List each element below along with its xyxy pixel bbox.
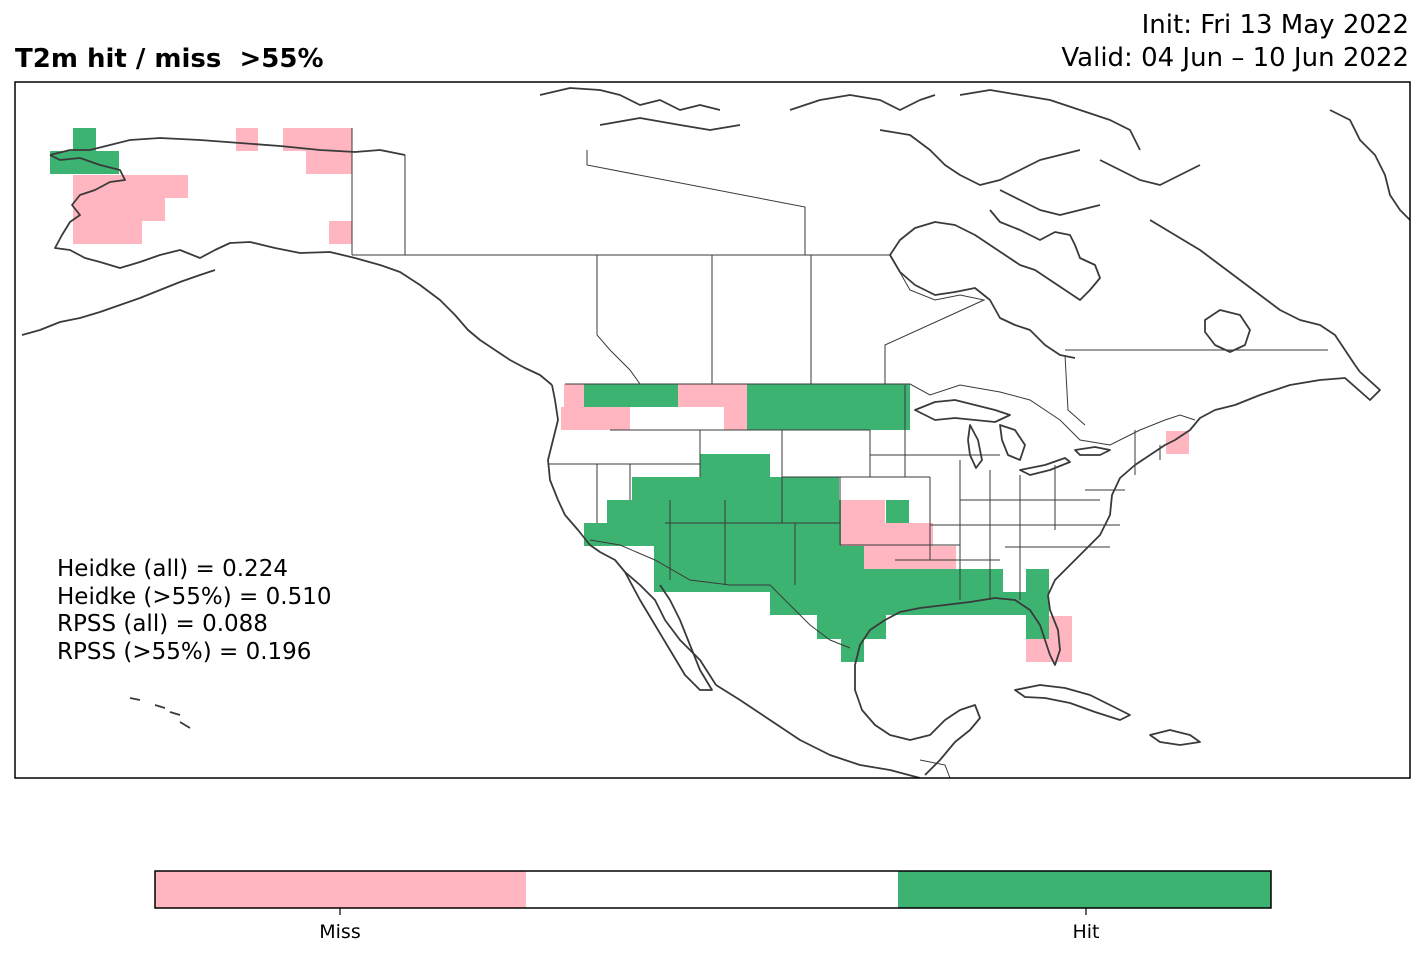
valid-period: Valid: 04 Jun – 10 Jun 2022 — [1061, 43, 1409, 73]
miss-cell — [561, 407, 630, 430]
miss-cell — [283, 128, 352, 151]
canada-provinces — [352, 150, 1328, 426]
baja-coast — [624, 571, 713, 691]
alaska-coast — [49, 154, 553, 386]
verification-scores: Heidke (all) = 0.224 Heidke (>55%) = 0.5… — [57, 556, 331, 666]
mexico-states — [919, 759, 951, 778]
hit-cell — [584, 384, 678, 407]
us-canada-border — [565, 383, 1196, 446]
hit-cell — [841, 639, 864, 662]
labrador-coast — [1149, 219, 1361, 373]
aleutian-islands — [21, 269, 216, 336]
arctic-islands — [599, 117, 741, 131]
hit-cell — [584, 523, 841, 546]
gulf-coast — [854, 597, 1046, 776]
colorbar-hit-label: Hit — [1072, 921, 1100, 943]
colorbar-neutral-segment — [526, 871, 898, 908]
miss-cells — [73, 128, 1189, 662]
florida-coast — [1044, 594, 1061, 666]
arctic-islands — [879, 129, 1081, 186]
map-frame — [14, 81, 1411, 779]
miss-cell — [678, 384, 747, 407]
init-date: Init: Fri 13 May 2022 — [1141, 10, 1409, 40]
hit-cell — [747, 384, 910, 407]
mexico-pacific-coast — [715, 684, 921, 778]
miss-cell — [724, 407, 747, 430]
arctic-islands — [959, 89, 1141, 151]
miss-cell — [73, 175, 188, 198]
hit-cell — [654, 546, 864, 569]
miss-cell — [306, 151, 352, 174]
hit-cell — [886, 500, 909, 523]
arctic-islands — [1099, 159, 1201, 186]
lake-superior — [914, 399, 1011, 423]
us-mexico-border — [589, 539, 851, 649]
miss-cell — [864, 546, 956, 569]
lake-erie — [1019, 457, 1071, 476]
hit-cell — [747, 407, 910, 430]
miss-cell — [564, 384, 584, 407]
cuba — [1014, 684, 1131, 721]
hudson-bay — [889, 209, 1101, 301]
lake-ontario — [1074, 446, 1111, 456]
hit-cell — [654, 569, 1049, 592]
colorbar-frame — [154, 870, 1272, 909]
hudson-bay-south — [889, 254, 1076, 359]
miss-cell — [73, 221, 142, 244]
pacific-coast-us — [547, 384, 717, 686]
coastlines — [21, 87, 1410, 778]
arctic-islands — [539, 87, 721, 111]
map-title: T2m hit / miss >55% — [15, 44, 324, 74]
hawaii-islands — [129, 697, 191, 729]
colorbar-miss-segment — [155, 871, 526, 908]
colorbar-hit-segment — [898, 871, 1271, 908]
hit-cell — [770, 592, 1049, 615]
hit-cell — [50, 151, 119, 174]
rpss-55-score: RPSS (>55%) = 0.196 — [57, 638, 312, 665]
heidke-all-score: Heidke (all) = 0.224 — [57, 556, 288, 582]
miss-cell — [1026, 639, 1049, 662]
hit-cell — [1026, 569, 1049, 592]
miss-cell — [841, 523, 933, 546]
arctic-islands — [789, 94, 936, 111]
us-state-borders — [548, 385, 1161, 600]
miss-cell — [73, 198, 165, 221]
greenland-coast — [1329, 109, 1410, 221]
hit-cell — [73, 128, 96, 151]
hit-cells — [50, 128, 1049, 662]
hit-cell — [654, 477, 839, 500]
atlantic-coast — [1047, 371, 1381, 596]
hit-cell — [700, 454, 770, 477]
alaska-north-coast — [49, 137, 406, 156]
hit-cell — [632, 477, 654, 500]
miss-cell — [329, 221, 352, 244]
miss-cell — [1166, 431, 1189, 454]
miss-cell — [841, 500, 885, 523]
colorbar — [154, 870, 1272, 915]
hit-cell — [1026, 615, 1049, 639]
borders — [351, 128, 1328, 778]
hit-cell — [607, 500, 841, 523]
miss-cell — [236, 128, 258, 151]
lake-huron — [999, 424, 1026, 461]
newfoundland — [1204, 309, 1251, 353]
baffin-island — [999, 189, 1101, 216]
miss-cell — [1049, 616, 1072, 662]
hispaniola — [1149, 729, 1201, 746]
colorbar-miss-label: Miss — [319, 921, 361, 943]
heidke-55-score: Heidke (>55%) = 0.510 — [57, 583, 332, 610]
rpss-all-score: RPSS (all) = 0.088 — [57, 611, 268, 637]
map-area — [21, 87, 1410, 778]
lake-michigan — [967, 424, 983, 469]
